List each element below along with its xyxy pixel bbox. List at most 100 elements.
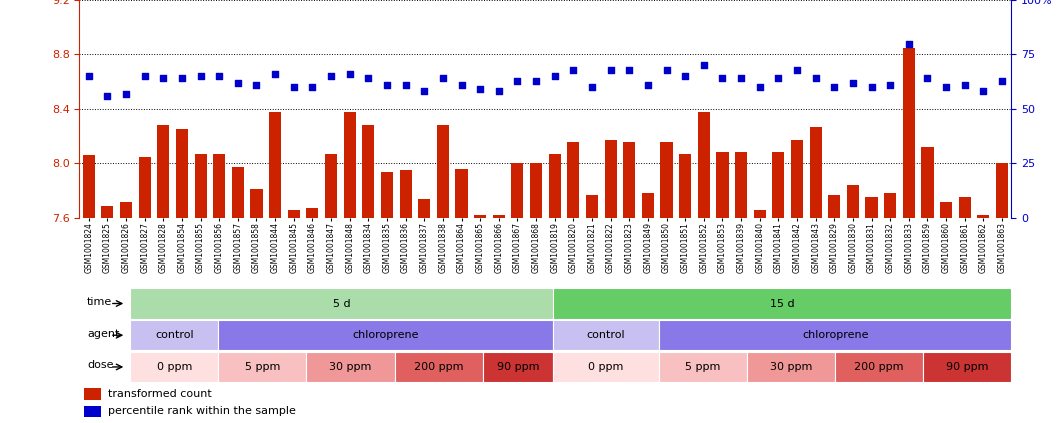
Point <box>714 75 731 82</box>
Point <box>863 84 880 91</box>
Point <box>640 82 657 88</box>
Text: 5 d: 5 d <box>333 299 351 308</box>
Point <box>584 84 600 91</box>
Bar <box>958 198 971 218</box>
Point <box>696 62 713 69</box>
Point <box>844 80 861 86</box>
Bar <box>809 126 822 218</box>
Point <box>882 82 899 88</box>
Bar <box>139 157 150 218</box>
Point <box>174 75 191 82</box>
Bar <box>269 112 282 218</box>
Point <box>378 82 395 88</box>
Text: 90 ppm: 90 ppm <box>946 362 988 372</box>
Bar <box>381 172 393 218</box>
FancyBboxPatch shape <box>218 320 553 350</box>
Point <box>621 66 638 73</box>
Bar <box>716 153 729 218</box>
Point <box>751 84 768 91</box>
Point <box>956 82 973 88</box>
Bar <box>995 163 1008 218</box>
Text: chloroprene: chloroprene <box>802 330 868 340</box>
FancyBboxPatch shape <box>659 352 747 382</box>
Text: control: control <box>587 330 626 340</box>
Point <box>490 88 507 95</box>
Point <box>546 73 563 80</box>
Point <box>155 75 172 82</box>
FancyBboxPatch shape <box>483 352 553 382</box>
Bar <box>343 112 356 218</box>
Text: 5 ppm: 5 ppm <box>685 362 721 372</box>
Bar <box>791 140 803 218</box>
Bar <box>921 147 934 218</box>
Bar <box>586 195 598 218</box>
Bar <box>213 154 226 218</box>
Point <box>900 40 917 47</box>
Point <box>304 84 321 91</box>
Text: 30 ppm: 30 ppm <box>770 362 812 372</box>
Point <box>98 93 115 99</box>
Bar <box>754 210 766 218</box>
FancyBboxPatch shape <box>659 320 1011 350</box>
FancyBboxPatch shape <box>130 288 553 319</box>
Bar <box>474 215 486 218</box>
FancyBboxPatch shape <box>553 288 1011 319</box>
Bar <box>157 125 169 218</box>
Point <box>211 73 228 80</box>
Point <box>677 73 694 80</box>
FancyBboxPatch shape <box>306 352 395 382</box>
Text: 90 ppm: 90 ppm <box>497 362 539 372</box>
Point <box>192 73 209 80</box>
Point <box>658 66 675 73</box>
Point <box>397 82 414 88</box>
Point <box>230 80 247 86</box>
Bar <box>698 112 710 218</box>
Text: control: control <box>155 330 194 340</box>
Bar <box>828 195 841 218</box>
Text: dose: dose <box>87 360 113 371</box>
Point <box>248 82 265 88</box>
Point <box>360 75 377 82</box>
FancyBboxPatch shape <box>747 352 836 382</box>
Text: 0 ppm: 0 ppm <box>589 362 624 372</box>
Bar <box>455 169 468 218</box>
Point <box>285 84 302 91</box>
Text: 30 ppm: 30 ppm <box>329 362 372 372</box>
Text: transformed count: transformed count <box>108 389 212 399</box>
Point <box>807 75 824 82</box>
Bar <box>884 193 896 218</box>
Bar <box>232 168 244 218</box>
Point <box>137 73 154 80</box>
Point <box>919 75 936 82</box>
Text: 5 ppm: 5 ppm <box>245 362 281 372</box>
Bar <box>288 210 300 218</box>
Bar <box>325 154 337 218</box>
Bar <box>83 155 95 218</box>
Bar <box>176 129 189 218</box>
Point <box>80 73 97 80</box>
Point <box>509 77 526 84</box>
Point <box>993 77 1010 84</box>
Bar <box>642 193 654 218</box>
Text: 200 ppm: 200 ppm <box>855 362 904 372</box>
Bar <box>568 142 579 218</box>
Point <box>341 71 358 77</box>
Point <box>826 84 843 91</box>
Bar <box>492 215 505 218</box>
Text: chloroprene: chloroprene <box>353 330 419 340</box>
Bar <box>436 125 449 218</box>
Bar <box>250 189 263 218</box>
Bar <box>549 154 561 218</box>
Bar <box>605 140 616 218</box>
Point <box>975 88 992 95</box>
Point <box>118 90 134 97</box>
FancyBboxPatch shape <box>553 320 659 350</box>
Bar <box>530 163 542 218</box>
FancyBboxPatch shape <box>130 320 218 350</box>
Point <box>937 84 954 91</box>
Bar <box>865 198 878 218</box>
Point <box>733 75 750 82</box>
Bar <box>418 199 430 218</box>
Bar <box>84 388 101 400</box>
Point <box>453 82 470 88</box>
